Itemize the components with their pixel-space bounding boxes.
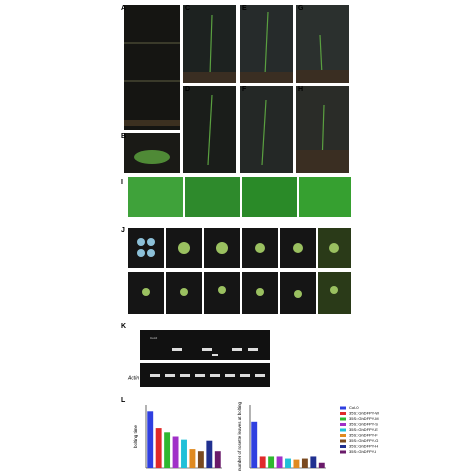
gel-lane-label: Col-0 (150, 336, 158, 340)
panel-label: K (121, 323, 126, 330)
legend-swatch (340, 417, 346, 421)
panel-label: C (185, 5, 190, 12)
panel-label: B (121, 133, 126, 140)
legend-label: 35S::GhDFPY-I (349, 449, 376, 454)
bar (310, 456, 317, 468)
gel-row-label: Actin (127, 375, 139, 381)
bar (268, 456, 275, 468)
legend-label: Col-0 (349, 405, 359, 410)
panel-label: I (121, 179, 123, 186)
photos (124, 5, 351, 387)
bar (189, 449, 196, 468)
bar (318, 462, 325, 468)
legend-swatch (340, 406, 346, 410)
legend-swatch (340, 450, 346, 454)
bar (251, 421, 258, 468)
y-axis-label: number of rosette leaves at bolting (237, 401, 242, 471)
legend-swatch (340, 434, 346, 437)
bar (293, 459, 300, 468)
bar (285, 458, 291, 468)
bar (301, 458, 308, 468)
bar (164, 432, 171, 468)
legend-label: 35S::GhDFPY-S (349, 422, 378, 427)
bar (206, 440, 213, 468)
panel-label: J (121, 227, 125, 234)
bar (181, 439, 187, 468)
legend-label: 35S::GhDFPY-H (349, 444, 378, 449)
legend-label: 35S::GhDFPY-F (349, 433, 378, 438)
panel-label: E (242, 5, 247, 12)
bar (172, 436, 179, 468)
panel-label: L (121, 397, 126, 404)
panel-label: F (242, 86, 247, 93)
bar (155, 428, 162, 468)
y-axis-label: bolting time (133, 424, 138, 448)
legend-label: 35S::GhDFPY-E (349, 427, 378, 432)
legend-swatch (340, 423, 346, 426)
legend-label: 35S::GhDFPY-M (349, 416, 379, 421)
bar (276, 456, 283, 468)
legend-swatch (340, 412, 346, 415)
panel-label: D (185, 86, 190, 93)
bar (197, 451, 204, 468)
legend-label: 35S::GhDFPY-G (349, 438, 378, 443)
panel-label: H (298, 86, 303, 93)
bar (259, 456, 266, 468)
legend-swatch (340, 439, 346, 443)
panel-label: A (121, 5, 126, 12)
legend-label: 35S::GhDFPY-W (349, 411, 379, 416)
legend-swatch (340, 428, 346, 432)
legend-swatch (340, 445, 346, 448)
bar (214, 451, 221, 468)
bar (147, 411, 154, 468)
panel-label: G (298, 5, 304, 12)
